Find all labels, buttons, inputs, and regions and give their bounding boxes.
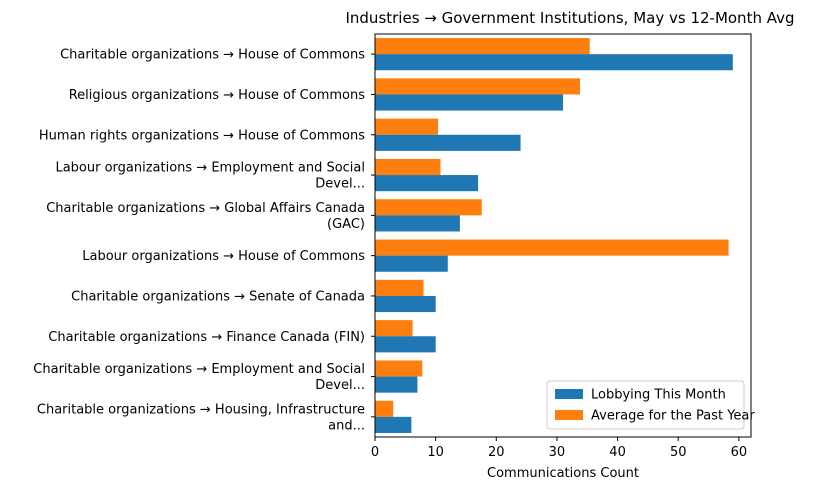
y-tick-label: Labour organizations → Employment and So… xyxy=(55,161,365,176)
bar-lobbying-this-month xyxy=(375,376,418,393)
y-tick-label: Charitable organizations → House of Comm… xyxy=(60,48,365,63)
y-tick-label: Charitable organizations → Housing, Infr… xyxy=(37,402,365,417)
bar-lobbying-this-month xyxy=(375,416,412,433)
bar-lobbying-this-month xyxy=(375,295,436,313)
bar-average-past-year xyxy=(375,320,413,337)
bar-average-past-year xyxy=(375,118,439,135)
x-tick-label: 50 xyxy=(670,445,687,460)
y-tick-label: Human rights organizations → House of Co… xyxy=(39,128,365,143)
x-axis-title: Communications Count xyxy=(487,466,639,481)
legend-label: Lobbying This Month xyxy=(591,388,726,403)
y-tick-label: Devel... xyxy=(315,378,365,393)
legend-swatch xyxy=(555,389,583,399)
chart-title: Industries → Government Institutions, Ma… xyxy=(345,9,794,27)
x-tick-label: 40 xyxy=(609,445,626,460)
y-tick-label: Charitable organizations → Finance Canad… xyxy=(48,330,365,345)
bar-lobbying-this-month xyxy=(375,94,563,111)
bar-average-past-year xyxy=(375,158,441,176)
bar-lobbying-this-month xyxy=(375,54,733,71)
y-axis: Charitable organizations → House of Comm… xyxy=(33,48,375,433)
bar-average-past-year xyxy=(375,78,580,95)
x-tick-label: 20 xyxy=(488,445,505,460)
bar-lobbying-this-month xyxy=(375,255,448,272)
y-tick-label: Charitable organizations → Global Affair… xyxy=(46,201,365,216)
plot-frame xyxy=(374,33,752,438)
bar-lobbying-this-month xyxy=(375,175,479,192)
legend: Lobbying This Month Average for the Past … xyxy=(546,380,755,430)
bars-group xyxy=(375,38,733,433)
y-tick-label: and... xyxy=(328,418,365,433)
legend-label: Average for the Past Year xyxy=(591,409,755,424)
bar-average-past-year xyxy=(375,279,424,296)
bar-average-past-year xyxy=(375,400,394,417)
bar-lobbying-this-month xyxy=(375,336,436,353)
legend-box xyxy=(546,380,745,430)
y-tick-label: Religious organizations → House of Commo… xyxy=(69,88,365,103)
legend-swatch xyxy=(555,410,583,420)
y-tick-label: (GAC) xyxy=(327,217,365,232)
y-tick-label: Labour organizations → House of Commons xyxy=(82,249,365,264)
x-tick-label: 10 xyxy=(427,445,444,460)
bar-average-past-year xyxy=(375,360,423,377)
x-axis: 0 10 20 30 40 50 60 xyxy=(371,437,747,460)
bar-average-past-year xyxy=(375,38,590,55)
y-tick-label: Charitable organizations → Employment an… xyxy=(33,362,365,377)
x-tick-label: 60 xyxy=(731,445,748,460)
bar-lobbying-this-month xyxy=(375,134,521,151)
bar-average-past-year xyxy=(375,199,482,216)
x-tick-label: 0 xyxy=(371,445,379,460)
bar-average-past-year xyxy=(375,239,729,256)
y-tick-label: Charitable organizations → Senate of Can… xyxy=(71,289,365,304)
x-tick-label: 30 xyxy=(549,445,566,460)
y-tick-label: Devel... xyxy=(315,177,365,192)
bar-lobbying-this-month xyxy=(375,215,460,232)
